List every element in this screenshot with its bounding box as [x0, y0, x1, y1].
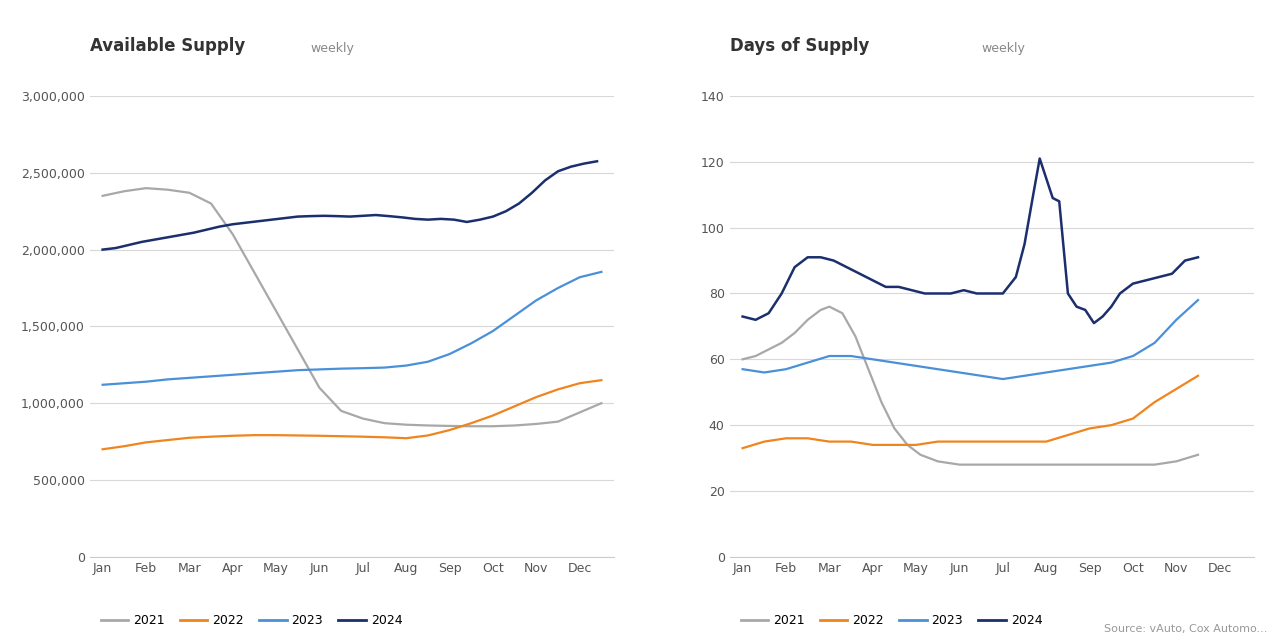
Text: Source: vAuto, Cox Automo...: Source: vAuto, Cox Automo... [1103, 623, 1267, 634]
Text: weekly: weekly [982, 42, 1025, 54]
Text: Days of Supply: Days of Supply [730, 36, 869, 54]
Legend: 2021, 2022, 2023, 2024: 2021, 2022, 2023, 2024 [96, 609, 407, 632]
Legend: 2021, 2022, 2023, 2024: 2021, 2022, 2023, 2024 [736, 609, 1047, 632]
Text: Available Supply: Available Supply [90, 36, 244, 54]
Text: weekly: weekly [310, 42, 353, 54]
